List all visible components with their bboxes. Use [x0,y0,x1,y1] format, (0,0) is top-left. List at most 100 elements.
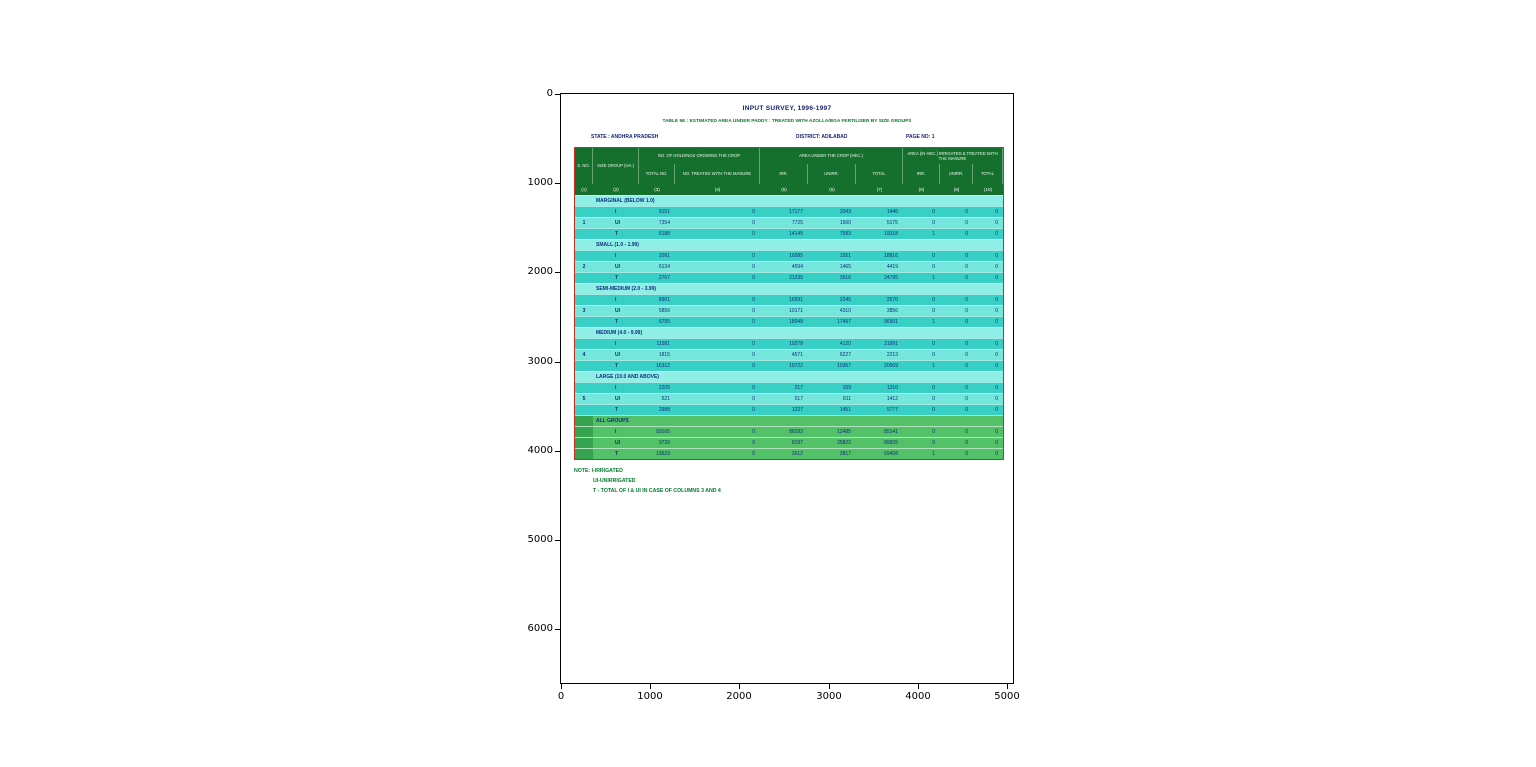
value-cell: 0 [995,308,998,314]
sno-cell [575,284,593,294]
value-cell: 4310 [839,308,851,314]
value-cell: 0 [965,253,968,259]
table-row: 4 UI 1815 0 4571 6227 2213 0 0 0 [575,349,1003,360]
value-cell: 0 [965,275,968,281]
table-row: UI 3726 0 8197 25822 89655 0 0 0 [575,437,1003,448]
x-tick-label: 4000 [905,691,931,702]
value-cell: 19318 [884,231,898,237]
document-title: INPUT SURVEY, 1996-1997 [742,105,832,112]
x-tick-mark [1007,684,1008,689]
value-cell: 0 [995,341,998,347]
row-type-cell: UI [615,396,620,402]
header-irr-2: IRR. [903,164,940,184]
value-cell: 0 [995,231,998,237]
value-cell: 93165 [656,429,670,435]
value-cell: 0 [965,209,968,215]
value-cell: 217 [794,385,803,391]
y-tick-label: 4000 [527,445,553,456]
column-number: (1) [581,187,587,192]
group-label: MEDIUM (4.0 - 9.99) [596,330,643,336]
value-cell: 0 [752,319,755,325]
value-cell: 12485 [837,429,851,435]
value-cell: 1 [932,363,935,369]
value-cell: 0 [932,341,935,347]
table-row: T 6188 0 14145 7583 19318 1 0 0 [575,228,1003,239]
x-tick-label: 1000 [637,691,663,702]
value-cell: 86293 [789,429,803,435]
note-line: NOTE: I-IRRIGATED [574,468,623,474]
value-cell: 89655 [884,440,898,446]
value-cell: 4120 [839,341,851,347]
sno-cell [575,383,593,393]
group-header-row: ALL GROUPS [575,415,1003,426]
value-cell: 0 [965,308,968,314]
value-cell: 0 [932,308,935,314]
y-tick-label: 0 [546,88,553,99]
value-cell: 0 [995,429,998,435]
value-cell: 0 [932,209,935,215]
data-table: S. NO. SIZE GROUP (HA.) NO. OF HOLDINGS … [574,147,1004,460]
table-row: T 19623 0 2612 2817 69408 1 0 0 [575,448,1003,459]
value-cell: 2213 [886,352,898,358]
value-cell: 1310 [886,385,898,391]
group-header-row: MARGINAL (BELOW 1.0) [575,195,1003,206]
sno-cell [575,438,593,448]
value-cell: 19278 [789,341,803,347]
value-cell: 5777 [886,407,898,413]
row-type-cell: UI [615,440,620,446]
row-type-cell: I [615,429,617,435]
value-cell: 3516 [839,275,851,281]
document-subtitle: TABLE 5E : ESTIMATED AREA UNDER PADDY : … [662,119,912,124]
header-area: AREA UNDER THE CROP (HEC.) [760,148,903,164]
value-cell: 0 [752,385,755,391]
note-line: T - TOTAL OF I & UI IN CASE OF COLUMNS 3… [593,488,721,494]
value-cell: 18816 [884,253,898,259]
value-cell: 0 [965,297,968,303]
sno-cell [575,251,593,261]
row-type-cell: T [615,451,619,457]
group-label: LARGE (10.0 AND ABOVE) [596,374,659,380]
sno-cell [575,372,593,382]
group-header-row: SEMI-MEDIUM (2.0 - 3.99) [575,283,1003,294]
value-cell: 0 [752,231,755,237]
header-holdings: NO. OF HOLDINGS GROWING THE CROP [639,148,760,164]
sno-cell [575,405,593,415]
row-type-cell: T [615,275,619,281]
value-cell: 1560 [839,220,851,226]
value-cell: 16585 [789,253,803,259]
value-cell: 0 [965,220,968,226]
value-cell: 2612 [791,451,803,457]
x-tick-label: 5000 [994,691,1020,702]
document-meta: STATE : ANDHRA PRADESH DISTRICT: ADILABA… [561,134,1013,144]
sno-cell: 1 [582,220,586,226]
y-tick-label: 5000 [527,534,553,545]
value-cell: 21235 [789,275,803,281]
value-cell: 0 [965,396,968,402]
sno-cell [575,449,593,459]
value-cell: 1446 [886,209,898,215]
value-cell: 0 [965,352,968,358]
y-tick-mark [555,540,560,541]
row-type-cell: I [615,253,617,259]
value-cell: 0 [932,253,935,259]
plot-axes: 0 1000 2000 3000 4000 5000 6000 0 1000 2… [528,88,1020,702]
x-tick-label: 3000 [816,691,842,702]
x-tick-mark [561,684,562,689]
value-cell: 0 [995,440,998,446]
table-row: I 8901 0 16591 2245 2570 0 0 0 [575,294,1003,305]
y-tick-mark [555,272,560,273]
value-cell: 3856 [886,308,898,314]
value-cell: 6134 [658,264,670,270]
value-cell: 5175 [886,220,898,226]
y-tick-label: 6000 [527,623,553,634]
value-cell: 3343 [839,209,851,215]
column-number: (4) [714,187,721,192]
value-cell: 0 [995,385,998,391]
value-cell: 2988 [658,407,670,413]
table-row: 3 UI 5856 0 10171 4310 3856 0 0 0 [575,305,1003,316]
y-tick-label: 1000 [527,177,553,188]
column-number: (9) [953,187,960,192]
value-cell: 0 [752,352,755,358]
y-tick-mark [555,94,560,95]
value-cell: 0 [995,407,998,413]
